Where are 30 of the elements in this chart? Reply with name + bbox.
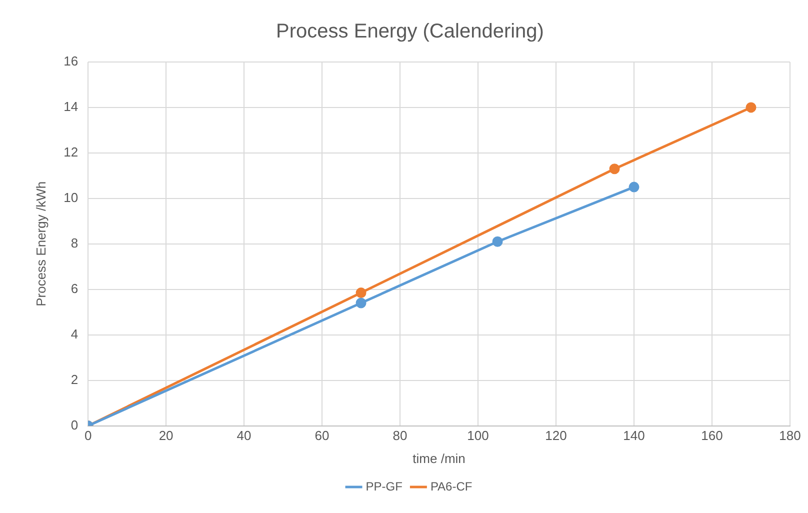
- point: [746, 102, 756, 113]
- y-tick-label: 4: [70, 326, 78, 342]
- point: [356, 298, 366, 308]
- x-tick-label: 0: [84, 428, 92, 444]
- y-tick-label: 10: [64, 190, 78, 206]
- x-tick-label: 100: [467, 428, 489, 444]
- y-tick-label: 8: [70, 235, 78, 250]
- x-axis-title: time /min: [412, 450, 466, 466]
- x-tick-label: 80: [392, 428, 408, 444]
- point: [628, 182, 640, 192]
- point: [492, 236, 503, 247]
- x-tick-label: 180: [779, 428, 801, 444]
- x-tick-label: 20: [158, 428, 174, 444]
- y-tick-label: 14: [64, 99, 78, 114]
- x-tick-label: 160: [701, 428, 723, 444]
- y-tick-label: 16: [64, 54, 78, 69]
- y-tick-label: 6: [70, 280, 78, 296]
- x-tick-label: 140: [623, 428, 645, 444]
- point: [356, 288, 366, 298]
- chart-title: Process Energy (Calendering): [276, 20, 544, 43]
- x-tick-label: 60: [314, 428, 330, 444]
- legend-label: PP-GF: [366, 479, 402, 494]
- legend-label: PA6-CF: [430, 479, 472, 494]
- y-axis-title: Process Energy /kWh: [33, 181, 48, 306]
- y-tick-label: 0: [70, 417, 78, 432]
- y-tick-label: 12: [64, 144, 78, 160]
- x-tick-label: 40: [236, 428, 252, 444]
- y-tick-label: 2: [70, 372, 78, 387]
- point: [609, 164, 620, 174]
- x-tick-label: 120: [545, 428, 567, 444]
